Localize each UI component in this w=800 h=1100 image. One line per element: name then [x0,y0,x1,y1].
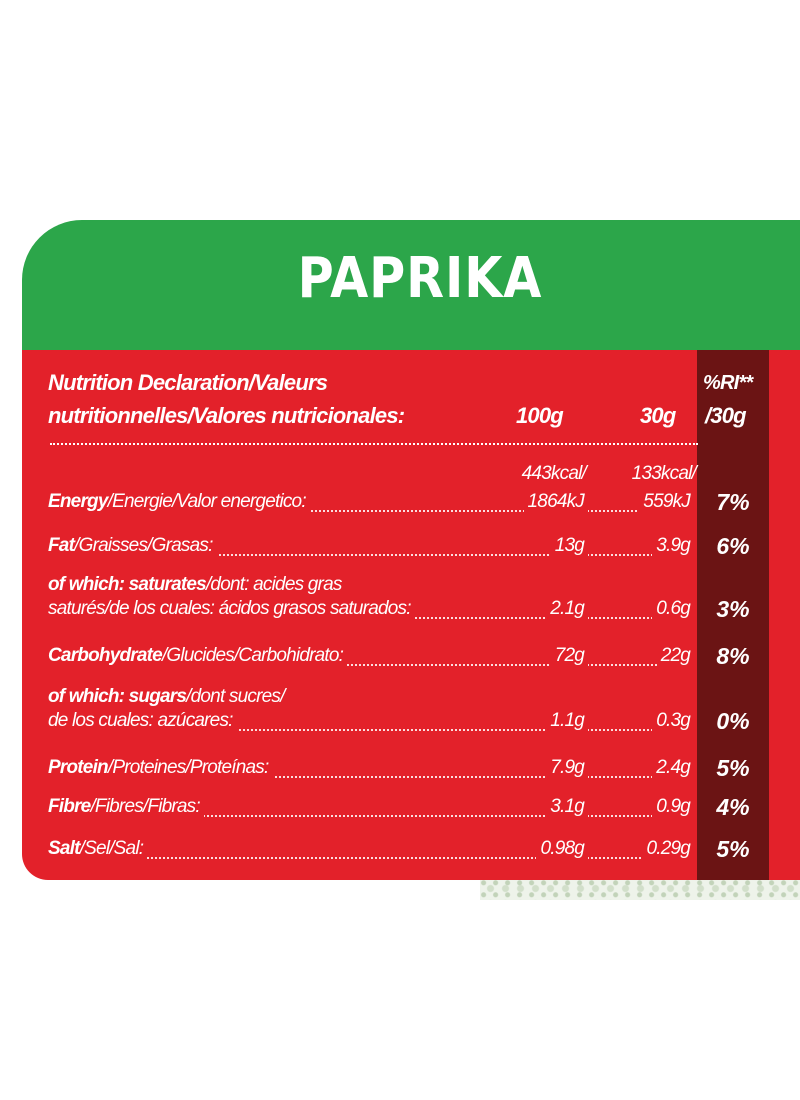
leader-dots [48,729,688,731]
nutrient-translations: /dont sucres/ [186,686,285,707]
nutrient-name: Fibre [48,796,91,817]
ri-header-line2: /30g [705,403,747,428]
ri-percent: 3% [716,596,750,622]
declaration-title-line1: Nutrition Declaration/Valeurs [48,370,328,395]
value-per-100g: 0.98g [536,838,588,860]
ri-header-line1: %RI** [703,372,753,394]
header-divider [50,443,698,445]
nutrient-translations: /Graisses/Grasas: [74,535,213,556]
leader-dots [48,857,688,859]
value-per-30g: 559kJ [639,491,691,513]
nutrient-label: of which: saturates/dont: acides gras [48,574,346,596]
nutrient-label: Energy/Energie/Valor energetico: [48,491,310,513]
value-per-100g: 1864kJ [523,491,588,513]
nutrient-name: of which: saturates [48,574,207,595]
value-per-30g: 0.9g [652,796,691,818]
value-per-30g: 2.4g [652,757,691,779]
leader-dots [48,776,688,778]
leader-dots [48,815,688,817]
energy-kcal-30g: 133kcal/ [631,463,697,484]
nutrient-name: Carbohydrate [48,645,163,666]
nutrient-translations: /Energie/Valor energetico: [107,491,307,512]
value-per-100g: 13g [550,535,588,557]
declaration-title-line2: nutritionnelles/Valores nutricionales: [48,403,405,428]
ri-percent: 4% [716,794,750,820]
nutrient-label-line2: saturés/de los cuales: ácidos grasos sat… [48,598,415,620]
ri-percent: 8% [716,643,750,669]
nutrient-name: Energy [48,491,108,512]
leader-dots [48,510,688,512]
nutrient-label: Carbohydrate/Glucides/Carbohidrato: [48,645,348,667]
nutrient-translations: /Sel/Sal: [79,838,144,859]
nutrient-label-line2: de los cuales: azúcares: [48,710,237,732]
ri-percent: 0% [716,708,750,734]
energy-kcal-100g: 443kcal/ [521,463,587,484]
value-per-100g: 72g [550,645,588,667]
ri-percent: 7% [716,489,750,515]
product-header [22,220,800,352]
nutrient-label: Protein/Proteines/Proteínas: [48,757,273,779]
nutrient-name: Fat [48,535,75,556]
nutrient-label: Fat/Graisses/Grasas: [48,535,217,557]
nutrient-translations: /Fibres/Fibras: [90,796,200,817]
nutrient-translations: /Proteines/Proteínas: [107,757,269,778]
column-header-100g: 100g [516,403,564,428]
value-per-30g: 0.3g [652,710,691,732]
nutrient-label: Salt/Sel/Sal: [48,838,148,860]
value-per-100g: 3.1g [546,796,588,818]
value-per-30g: 22g [656,645,691,667]
nutrient-name: Salt [48,838,80,859]
ri-percent: 6% [716,533,750,559]
nutrient-name: Protein [48,757,109,778]
value-per-30g: 0.29g [642,838,691,860]
nutrient-label: Fibre/Fibres/Fibras: [48,796,204,818]
leader-dots [48,664,688,666]
ri-percent: 5% [716,755,750,781]
value-per-30g: 3.9g [652,535,691,557]
leader-dots [48,554,688,556]
nutrient-label: of which: sugars/dont sucres/ [48,686,289,708]
value-per-100g: 7.9g [546,757,588,779]
column-header-30g: 30g [640,403,676,428]
ri-percent: 5% [716,836,750,862]
background-texture-bottom [480,878,800,900]
value-per-100g: 2.1g [546,598,588,620]
value-per-30g: 0.6g [652,598,691,620]
product-title: PAPRIKA [297,246,543,311]
value-per-100g: 1.1g [546,710,588,732]
nutrient-translations: /dont: acides gras [205,574,342,595]
nutrient-translations: /Glucides/Carbohidrato: [161,645,344,666]
ri-column [697,350,769,880]
nutrient-name: of which: sugars [48,686,187,707]
